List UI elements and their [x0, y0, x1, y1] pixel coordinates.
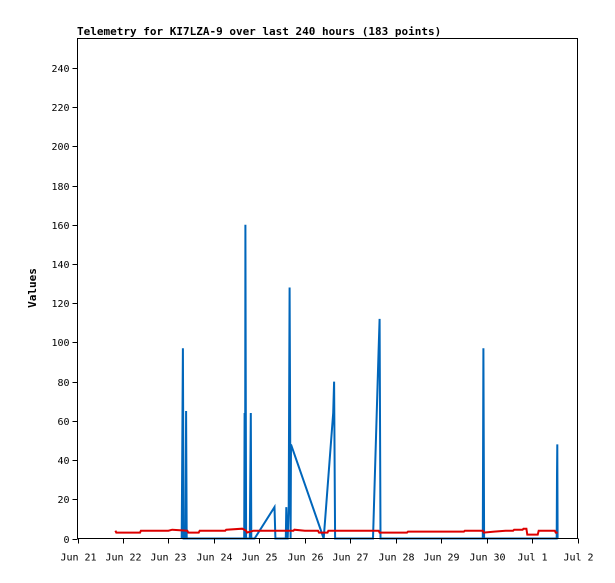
y-tick-label-140: 140 [51, 260, 69, 271]
x-tick-label-12: Jul 2 [563, 553, 593, 564]
y-tick-label-180: 180 [51, 182, 69, 193]
plot-frame [77, 38, 578, 539]
x-tick-label-6: Jun 26 [287, 553, 323, 564]
y-tick-label-160: 160 [51, 221, 69, 232]
x-tick-label-4: Jun 24 [196, 553, 232, 564]
y-tick-label-40: 40 [57, 456, 69, 467]
y-axis-label: Values [26, 268, 39, 308]
series-line-2 [114, 527, 558, 536]
y-tick-label-240: 240 [51, 64, 69, 75]
y-tick-label-120: 120 [51, 299, 69, 310]
x-axis: Jun 21 Jun 22 Jun 23 Jun 24 Jun 25 Jun 26 Jun … [60, 538, 594, 564]
series-layer [114, 224, 559, 540]
x-tick-label-9: Jun 29 [423, 553, 459, 564]
y-tick-label-100: 100 [51, 338, 69, 349]
x-tick-label-7: Jun 27 [332, 553, 368, 564]
x-tick-label-2: Jun 22 [105, 553, 141, 564]
y-tick-label-80: 80 [57, 378, 69, 389]
x-tick-label-8: Jun 28 [378, 553, 414, 564]
chart-title: Telemetry for KI7LZA-9 over last 240 hou… [77, 25, 441, 38]
y-tick-label-200: 200 [51, 142, 69, 153]
y-tick-label-220: 220 [51, 103, 69, 114]
series-line-1 [180, 224, 559, 540]
x-tick-label-1: Jun 21 [60, 553, 96, 564]
y-tick-label-0: 0 [63, 535, 69, 546]
y-tick-label-20: 20 [57, 495, 69, 506]
x-tick-label-10: Jun 30 [469, 553, 505, 564]
y-axis: 0 20 40 60 80 100 120 140 160 180 200 220 240 [51, 64, 78, 546]
y-tick-label-60: 60 [57, 417, 69, 428]
x-tick-label-5: Jun 25 [241, 553, 277, 564]
x-tick-label-11: Jul 1 [517, 553, 547, 564]
x-tick-label-3: Jun 23 [150, 553, 186, 564]
